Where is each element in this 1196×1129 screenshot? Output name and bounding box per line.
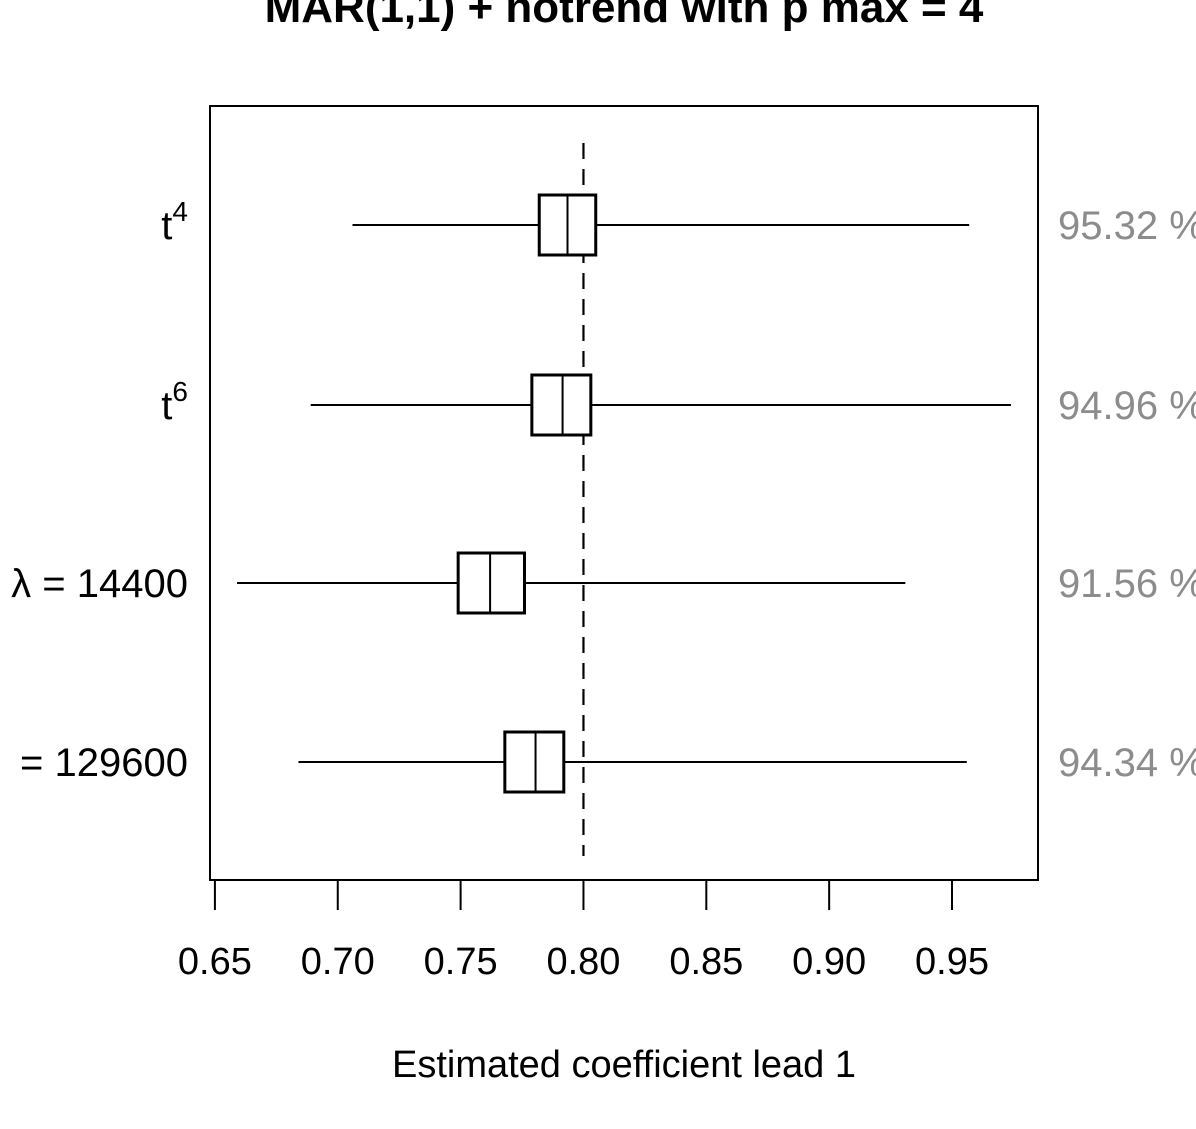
x-tick-label: 0.80	[546, 941, 620, 983]
coverage-label: 95.32 %	[1058, 204, 1196, 248]
chart-title: MAR(1,1) + notrend with p max = 4	[265, 0, 984, 32]
forest-row: t6 94.96 %	[161, 373, 1196, 437]
estimate-box	[503, 730, 566, 794]
row-label: t6	[161, 376, 188, 428]
x-tick-label: 0.65	[178, 941, 252, 983]
row-label: λ = 14400	[11, 562, 188, 606]
x-tick-label: 0.75	[424, 941, 498, 983]
x-tick-label: 0.95	[915, 941, 989, 983]
x-tick-label: 0.90	[792, 941, 866, 983]
x-tick-label: 0.85	[669, 941, 743, 983]
forest-row: λ = 14400 91.56 %	[11, 551, 1196, 615]
plot-frame	[209, 105, 1039, 881]
x-tick-label: 0.70	[301, 941, 375, 983]
forest-row: = 129600 94.34 %	[20, 730, 1196, 794]
row-label: = 129600	[20, 741, 188, 785]
forest-row: t4 95.32 %	[161, 193, 1196, 257]
coverage-label: 94.96 %	[1058, 384, 1196, 428]
row-label: t4	[161, 196, 188, 248]
x-axis-label: Estimated coefficient lead 1	[392, 1044, 856, 1086]
estimate-box	[530, 373, 593, 437]
estimate-box	[456, 551, 526, 615]
coverage-label: 91.56 %	[1058, 562, 1196, 606]
coverage-label: 94.34 %	[1058, 741, 1196, 785]
